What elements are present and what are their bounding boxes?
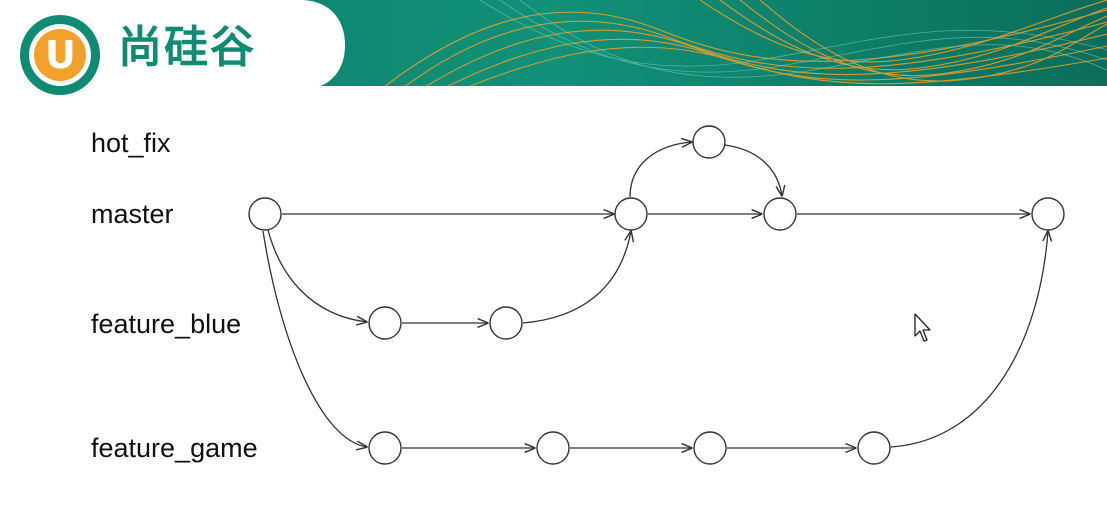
branch-label-feature-game: feature_game: [91, 433, 258, 463]
header-wave-pattern: [379, 0, 1107, 90]
branch-label-hot-fix: hot_fix: [91, 128, 171, 158]
brand-name: 尚硅谷: [118, 22, 256, 73]
edge-m1-g1: [262, 230, 367, 447]
commit-node-g2: [536, 431, 570, 465]
mouse-pointer-icon: [914, 313, 931, 342]
edge-m1-b1: [267, 229, 367, 322]
branch-label-master: master: [91, 199, 174, 229]
branch-label-feature-blue: feature_blue: [91, 309, 242, 339]
logo-letter: U: [45, 33, 76, 77]
edge-b2-m2: [522, 231, 631, 324]
commit-node-m1: [248, 197, 282, 231]
commit-node-g3: [693, 431, 727, 465]
commit-node-h1: [692, 125, 726, 159]
edge-g4-m4: [890, 231, 1048, 448]
edge-m2-h1: [629, 142, 692, 198]
commit-node-b2: [489, 306, 523, 340]
commit-node-m4: [1031, 197, 1065, 231]
commit-node-m2: [614, 197, 648, 231]
commit-node-m3: [763, 197, 797, 231]
brand-logo: [0, 0, 345, 95]
edge-h1-m3: [724, 144, 782, 196]
commit-node-g4: [857, 431, 891, 465]
commit-node-b1: [368, 306, 402, 340]
commit-node-g1: [368, 431, 402, 465]
